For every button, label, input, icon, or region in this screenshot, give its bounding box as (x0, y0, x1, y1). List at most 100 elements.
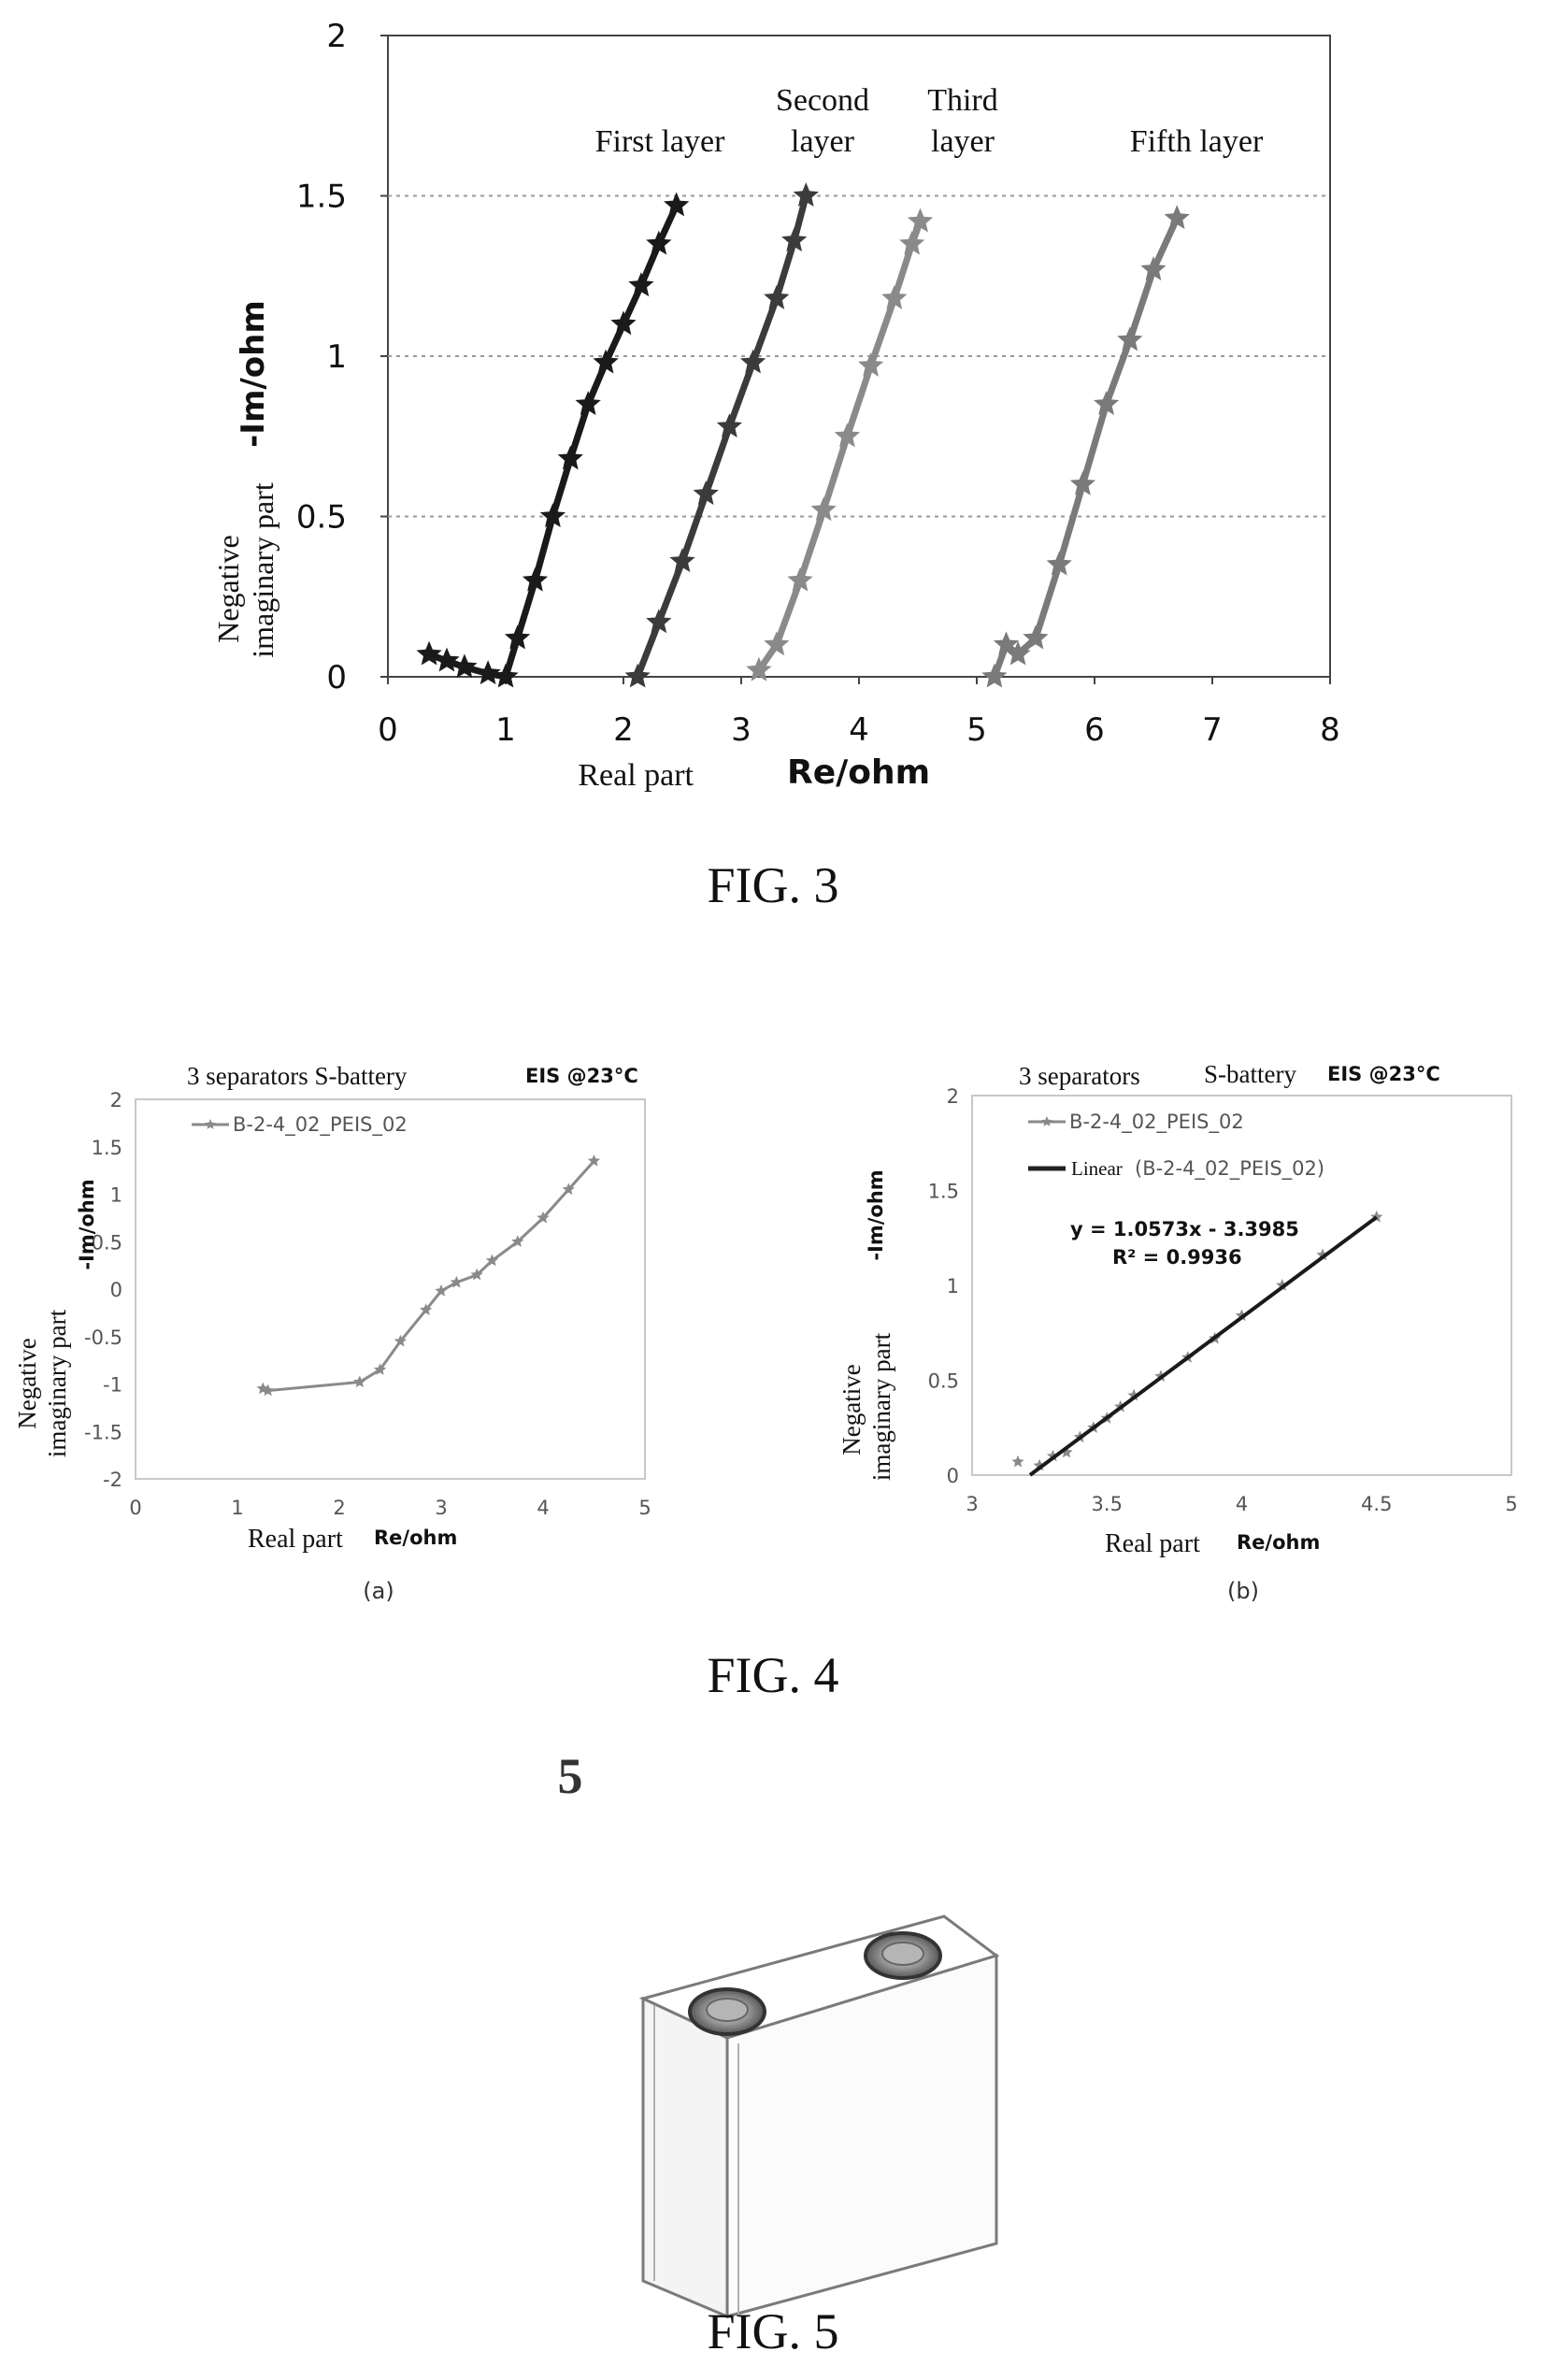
data-point (434, 647, 460, 672)
data-point (1276, 1279, 1289, 1291)
legend-label: B-2-4_02_PEIS_02 (233, 1113, 408, 1137)
data-point (1060, 1445, 1073, 1458)
battery-side-face (641, 1996, 729, 2319)
series-line (427, 204, 680, 681)
y-tick-label: 0.5 (928, 1370, 959, 1393)
x-axis-label-words: Real part (1105, 1529, 1200, 1558)
x-tick-label: 4 (1236, 1493, 1248, 1515)
y-tick-label: 0.5 (92, 1231, 122, 1254)
data-point (593, 349, 619, 374)
data-point (450, 1275, 463, 1288)
data-point (907, 208, 934, 233)
data-point (664, 192, 690, 217)
y-axis-label-words: imaginary part (246, 482, 279, 658)
y-tick-label: 0 (110, 1279, 122, 1301)
fig3-chart: 0 0.5 1 1.5 2 0 1 2 3 4 5 6 7 8 Real part Re/ohm -Im/ohm… (211, 18, 1340, 793)
data-point (881, 284, 908, 309)
fit-line (1028, 1215, 1378, 1477)
series-label: Second (776, 83, 869, 118)
series-line (991, 217, 1181, 679)
y-tick-label: 0 (326, 659, 347, 696)
y-tick-label: 2 (110, 1089, 122, 1111)
data-point (539, 503, 566, 528)
data-point (511, 1235, 524, 1247)
data-point (420, 1303, 433, 1315)
data-point (981, 663, 1008, 688)
x-tick-label: 3.5 (1092, 1493, 1123, 1515)
y-tick-label: 1 (110, 1184, 122, 1207)
data-point (834, 423, 861, 448)
data-point (646, 609, 672, 634)
data-point (557, 445, 583, 470)
data-point (857, 351, 884, 377)
data-point (669, 548, 695, 573)
x-axis-label-words: Real part (248, 1525, 343, 1554)
battery-reference-numeral: 5 (558, 1748, 583, 1804)
y-axis-label-symbol: -Im/ohm (865, 1169, 887, 1260)
fig4a-chart: -2 -1.5 -1 -0.5 0 0.5 1 1.5 2 0 1 2 3 4 5 3 separators … (13, 1062, 651, 1604)
data-point (416, 640, 442, 666)
data-point (739, 349, 766, 374)
data-point (522, 566, 549, 592)
y-tick-label: 1.5 (296, 179, 347, 216)
data-point (781, 227, 808, 252)
series-label: layer (791, 124, 855, 159)
y-axis-label-words: Negative (13, 1338, 41, 1428)
y-axis-label-symbol: -Im/ohm (235, 300, 272, 448)
x-tick-label: 4.5 (1361, 1493, 1392, 1515)
x-tick-label: 2 (613, 711, 634, 749)
series-line (262, 1159, 595, 1393)
data-point (1093, 391, 1120, 416)
series-label: Third (927, 83, 998, 118)
data-point (353, 1375, 366, 1388)
x-tick-label: 3 (966, 1493, 978, 1515)
data-point (504, 624, 531, 650)
data-point (1235, 1309, 1249, 1322)
data-point (587, 1154, 601, 1167)
data-point (716, 413, 743, 438)
data-point (810, 496, 837, 522)
fig4-caption: FIG. 4 (707, 1647, 838, 1703)
y-tick-label: 2 (326, 18, 347, 55)
legend-marker-point (1041, 1116, 1052, 1126)
chart-title-note: EIS @23°C (1327, 1063, 1440, 1085)
legend-marker-point (205, 1119, 216, 1129)
data-point (451, 653, 478, 679)
y-tick-label: -1 (103, 1374, 122, 1397)
y-axis-label-words: imaginary part (43, 1309, 71, 1457)
chart-title-note: EIS @23°C (525, 1065, 638, 1087)
x-tick-label: 0 (378, 711, 398, 749)
series-label: Fifth layer (1130, 124, 1264, 159)
data-point (1011, 1455, 1024, 1468)
data-point (610, 310, 637, 336)
x-tick-label: 8 (1320, 711, 1340, 749)
series-label: First layer (595, 124, 725, 159)
data-point (470, 1268, 483, 1281)
data-point (793, 182, 819, 208)
y-tick-label: 1 (947, 1275, 959, 1298)
x-tick-label: 4 (537, 1497, 549, 1519)
data-point (1023, 624, 1049, 650)
y-axis-label-words: imaginary part (867, 1332, 895, 1481)
data-point (262, 1384, 275, 1397)
data-point (624, 663, 651, 688)
data-point (899, 230, 925, 255)
x-tick-label: 3 (731, 711, 752, 749)
legend-label: B-2-4_02_PEIS_02 (1069, 1111, 1244, 1134)
data-point (575, 391, 601, 416)
battery-terminal-right (864, 1931, 942, 1980)
y-tick-label: 2 (947, 1085, 959, 1108)
series-label: layer (931, 124, 995, 159)
legend-label: (B-2-4_02_PEIS_02) (1135, 1157, 1324, 1181)
data-point (1140, 256, 1167, 280)
y-axis-label-symbol: -Im/ohm (76, 1179, 98, 1269)
series-line (634, 194, 809, 679)
legend-label-prefix: Linear (1071, 1157, 1123, 1180)
y-axis-label-words: Negative (837, 1364, 866, 1455)
data-point (693, 480, 719, 506)
x-tick-label: 5 (1505, 1493, 1517, 1515)
x-tick-label: 7 (1202, 711, 1223, 749)
battery-terminal-left (688, 1987, 766, 2036)
fit-equation: y = 1.0573x - 3.3985 (1070, 1218, 1299, 1240)
data-point (764, 631, 790, 656)
